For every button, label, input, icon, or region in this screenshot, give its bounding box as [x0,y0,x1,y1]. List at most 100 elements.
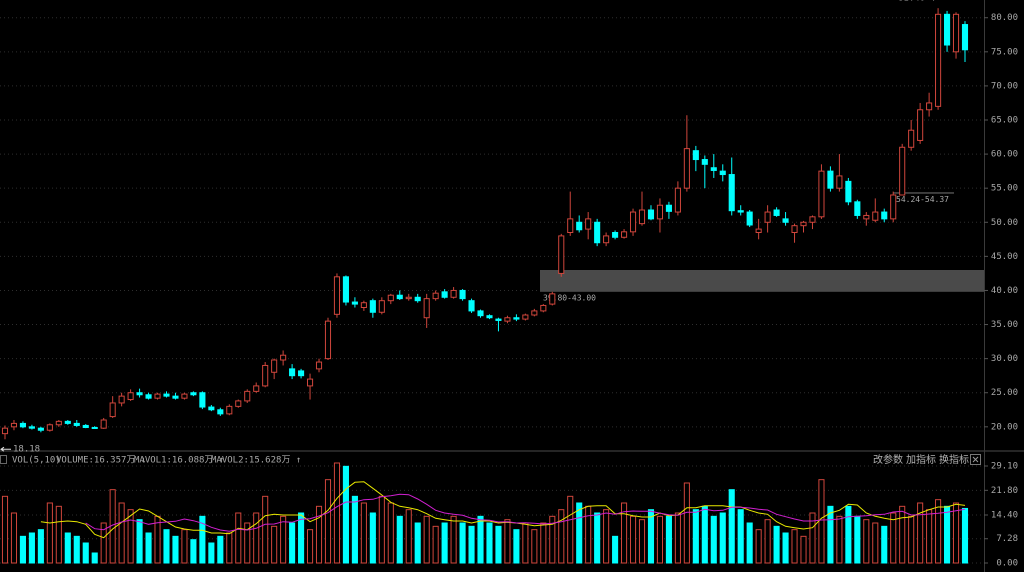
volume-bar [881,525,888,564]
candle-body [612,232,619,238]
candle-body [845,180,852,203]
volume-bar [818,479,825,564]
volume-bar [262,495,269,564]
candle-body [629,211,637,233]
candle-body [567,218,574,233]
volume-bar [674,512,681,564]
candle-body [746,211,753,226]
candle-body [405,296,412,300]
volume-bar [540,522,547,564]
panel-icon [0,455,7,464]
volume-bar [621,502,628,564]
volume-bar [522,522,529,564]
volume-bar [190,539,197,564]
volume-bar [926,509,933,564]
volume-bar [638,519,646,564]
candle-body [136,392,143,396]
y-tick-label: 45.00 [991,252,1018,262]
volume-bar [37,529,44,564]
volume-bar [567,495,574,564]
candle-body [917,109,924,141]
volume-bar [46,502,53,564]
volume-bar [961,507,969,564]
candle-body [504,317,511,322]
indicator-label: MAVOL2:15.628万 ↑ [211,456,301,466]
volume-bar [917,502,924,564]
volume-bar [73,535,80,564]
candle-body [324,320,332,360]
indicator-button[interactable]: 改参数 [873,453,903,466]
y-tick-label: 29.10 [991,462,1018,472]
volume-bar [746,522,753,564]
candle-body [827,170,834,189]
close-icon [972,456,979,463]
candle-body [19,422,26,428]
volume-bar [836,515,843,564]
volume-bar [944,505,951,564]
volume-bar [298,512,305,564]
close-button[interactable] [970,454,981,465]
volume-bar [629,515,637,564]
volume-bar [477,515,484,564]
volume-bar [414,522,421,564]
volume-bar [935,499,942,564]
candle-body [262,364,269,387]
volume-bar [791,529,798,564]
candle-body [208,406,215,411]
volume-bar [396,515,403,564]
candle-body [450,289,457,298]
volume-bar [737,509,744,564]
volume-bar [656,515,664,564]
candle-body [253,385,260,392]
volume-bar [594,512,601,564]
y-tick-label: 0.00 [996,559,1018,569]
volume-bar [118,502,125,564]
indicator-button[interactable]: 换指标 [939,453,969,466]
volume-bar [289,522,296,564]
volume-bar [208,542,215,564]
candle-body [28,426,35,429]
candle-body [944,13,951,46]
y-tick-label: 70.00 [991,81,1018,91]
candle-body [710,167,717,171]
volume-bar [899,505,906,564]
volume-bar [854,515,861,564]
candle-body [800,221,807,227]
candle-body [674,187,681,213]
candle-body [692,150,699,161]
candle-body [82,424,89,429]
volume-bar [558,509,565,564]
candle-body [396,294,403,300]
volume-bar [908,515,915,564]
volume-bar [378,495,385,564]
candle-body [728,174,735,212]
candle-body [594,221,601,244]
volume-bar [82,542,89,564]
candle-body [764,211,771,223]
indicator-button[interactable]: 加指标 [906,453,936,466]
volume-bar [890,512,897,564]
candle-body [298,370,305,377]
volume-bar [387,502,394,564]
price-zone [540,270,984,292]
volume-bar [172,535,179,564]
indicator-label: MAVOL1:16.088万 ↑ [134,456,224,466]
candle-body [441,291,448,298]
candle-body [522,314,529,320]
volume-bar [235,512,242,564]
candle-body [961,24,969,51]
volume-bar [728,489,735,564]
volume-bar [710,515,717,564]
candle-body [46,424,53,431]
candle-body [621,231,628,238]
candle-body [10,422,18,428]
volume-bar [64,532,71,564]
candle-body [791,225,798,234]
volume-bar [603,509,610,564]
candle-body [333,276,341,315]
volume-bar [423,515,430,564]
candle-body [163,393,170,397]
volume-bar [863,519,870,564]
volume-bar [306,529,314,564]
y-tick-label: 80.00 [991,13,1018,23]
